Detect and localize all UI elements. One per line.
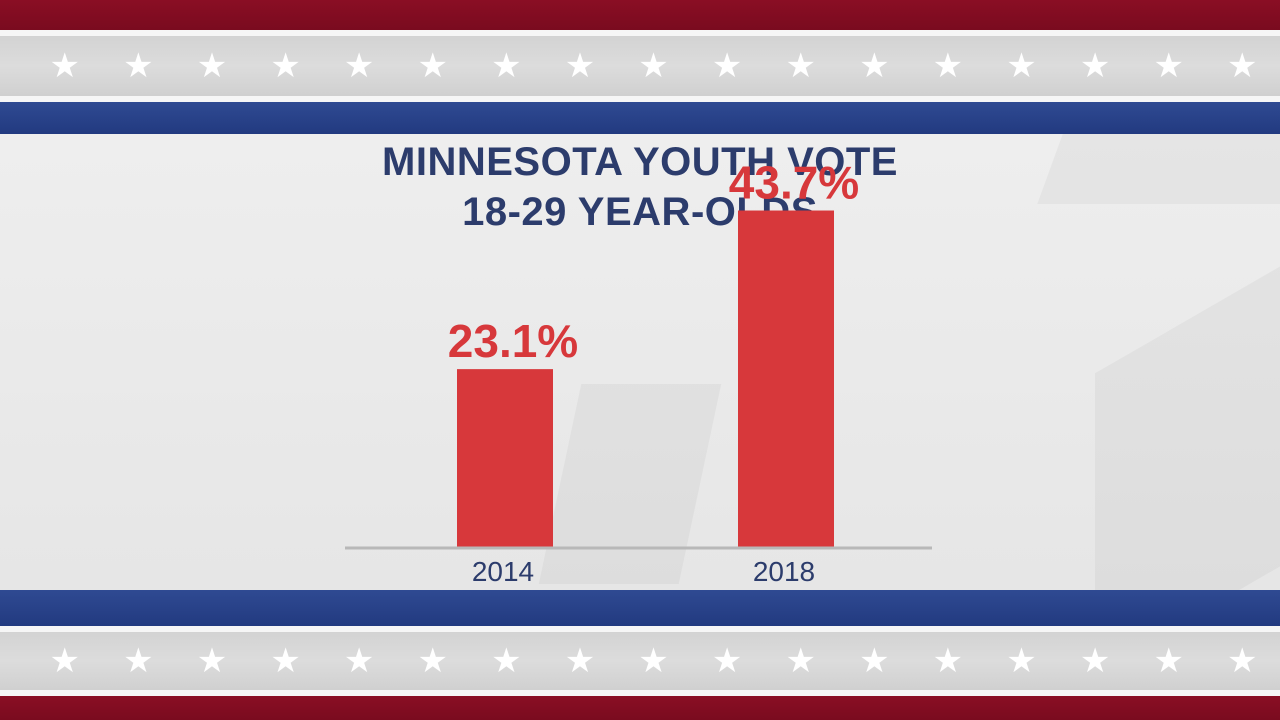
star-icon: ★: [270, 641, 301, 681]
star-icon: ★: [1006, 641, 1037, 681]
star-icon: ★: [638, 46, 669, 86]
top-star-row: ★★★★★★★★★★★★★★★★★★: [0, 36, 1280, 96]
x-tick-label: 2014: [472, 556, 534, 587]
star-icon: ★: [49, 641, 81, 681]
bar-chart: 23.1% 2014 43.7% 2018: [345, 157, 932, 587]
chart-panel: MINNESOTA YOUTH VOTE 18-29 YEAR-OLDS 23.…: [0, 134, 1280, 590]
star-icon: ★: [1153, 46, 1184, 86]
star-icon: ★: [417, 641, 448, 681]
bottom-white-line-2: [0, 690, 1280, 696]
bar-value-label: 23.1%: [448, 315, 578, 367]
star-icon: ★: [1079, 46, 1111, 86]
star-icon: ★: [711, 641, 743, 681]
top-white-line: [0, 30, 1280, 36]
star-icon: ★: [564, 46, 596, 86]
star-icon: ★: [1227, 641, 1258, 681]
star-icon: ★: [1079, 641, 1111, 681]
bar: [738, 210, 834, 547]
bar: [457, 369, 553, 547]
star-icon: ★: [491, 641, 522, 681]
star-icon: ★: [859, 641, 890, 681]
star-icon: ★: [270, 46, 301, 86]
star-icon: ★: [711, 46, 743, 86]
star-icon: ★: [932, 641, 964, 681]
star-icon: ★: [638, 641, 669, 681]
chart-title: MINNESOTA YOUTH VOTE: [382, 140, 898, 184]
star-icon: ★: [196, 641, 228, 681]
star-icon: ★: [1153, 641, 1184, 681]
star-icon: ★: [417, 46, 448, 86]
star-icon: ★: [196, 46, 228, 86]
star-icon: ★: [49, 46, 81, 86]
bottom-blue-band: [0, 590, 1280, 626]
top-white-line-2: [0, 96, 1280, 102]
star-icon: ★: [785, 641, 816, 681]
star-icon: ★: [564, 641, 596, 681]
bottom-white-line: [0, 626, 1280, 632]
star-icon: ★: [859, 46, 890, 86]
star-icon: ★: [123, 46, 154, 86]
star-icon: ★: [491, 46, 522, 86]
star-icon: ★: [343, 641, 375, 681]
bottom-red-band: [0, 696, 1280, 720]
bottom-star-row: ★★★★★★★★★★★★★★★★★★: [0, 632, 1280, 690]
star-icon: ★: [932, 46, 964, 86]
star-icon: ★: [785, 46, 816, 86]
star-icon: ★: [1227, 46, 1258, 86]
top-red-band: [0, 0, 1280, 30]
star-icon: ★: [1006, 46, 1037, 86]
bar-value-label: 43.7%: [729, 157, 859, 209]
x-tick-label: 2018: [753, 556, 815, 587]
top-blue-band: [0, 102, 1280, 134]
star-icon: ★: [123, 641, 154, 681]
star-icon: ★: [343, 46, 375, 86]
